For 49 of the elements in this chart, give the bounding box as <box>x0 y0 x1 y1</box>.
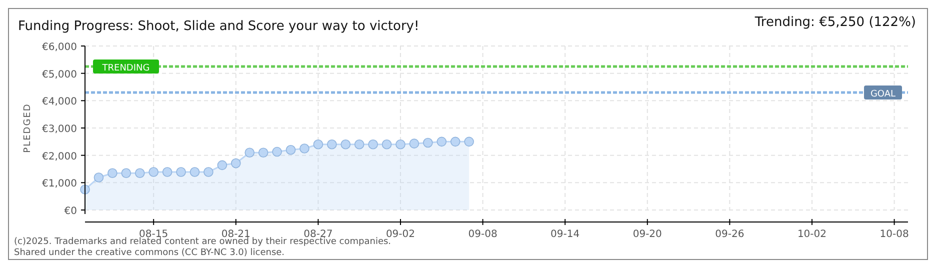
point <box>409 138 420 148</box>
point <box>436 136 447 147</box>
point <box>217 160 228 170</box>
point <box>327 140 337 150</box>
ref-line-label: GOAL <box>870 89 896 100</box>
y-tick-label: €3,000 <box>42 124 77 135</box>
y-tick-label: €0 <box>64 206 77 217</box>
point <box>94 172 104 182</box>
y-tick-label: €1,000 <box>42 178 77 190</box>
x-tick-label: 09-26 <box>715 229 744 240</box>
point <box>368 140 378 150</box>
y-tick-label: €4,000 <box>42 96 77 108</box>
point <box>190 167 200 177</box>
text: Shared under the creative commons (CC BY-NC 3.0) license. <box>14 248 285 258</box>
x-tick-label: 09-08 <box>468 229 498 240</box>
point <box>286 144 296 155</box>
y-tick-label: €2,000 <box>42 151 77 162</box>
x-tick-label: 10-02 <box>797 229 827 240</box>
point <box>148 167 158 177</box>
x-tick-label: 09-14 <box>550 229 580 240</box>
y-tick-label: €5,000 <box>42 69 77 80</box>
point <box>450 136 460 147</box>
x-tick-label: 09-20 <box>632 229 662 240</box>
ref-line-label: TRENDING <box>101 64 150 74</box>
point <box>300 144 310 154</box>
text: (c)2025. Trademarks and related content are owned by their respective companies. <box>14 237 392 247</box>
point <box>121 168 132 178</box>
point <box>230 158 241 168</box>
point <box>464 136 474 147</box>
y-tick-label: €6,000 <box>42 42 77 53</box>
x-tick-label: 09-02 <box>386 229 416 240</box>
point <box>162 167 172 177</box>
point <box>134 168 145 178</box>
point <box>258 148 268 158</box>
chart-title: Funding Progress: Shoot, Slide and Score your way to victory! <box>18 19 420 34</box>
point <box>313 140 324 150</box>
point <box>354 140 364 150</box>
point <box>204 167 214 177</box>
point <box>244 148 254 158</box>
point <box>340 140 351 150</box>
point <box>382 140 392 150</box>
point <box>396 140 406 150</box>
point <box>176 167 186 177</box>
x-tick-label: 10-08 <box>880 229 909 240</box>
chart-subtitle: Trending: €5,250 (122%) <box>754 15 916 30</box>
point <box>423 138 433 148</box>
point <box>272 146 282 157</box>
point <box>108 168 118 178</box>
y-axis-title: PLEDGED <box>23 103 33 153</box>
